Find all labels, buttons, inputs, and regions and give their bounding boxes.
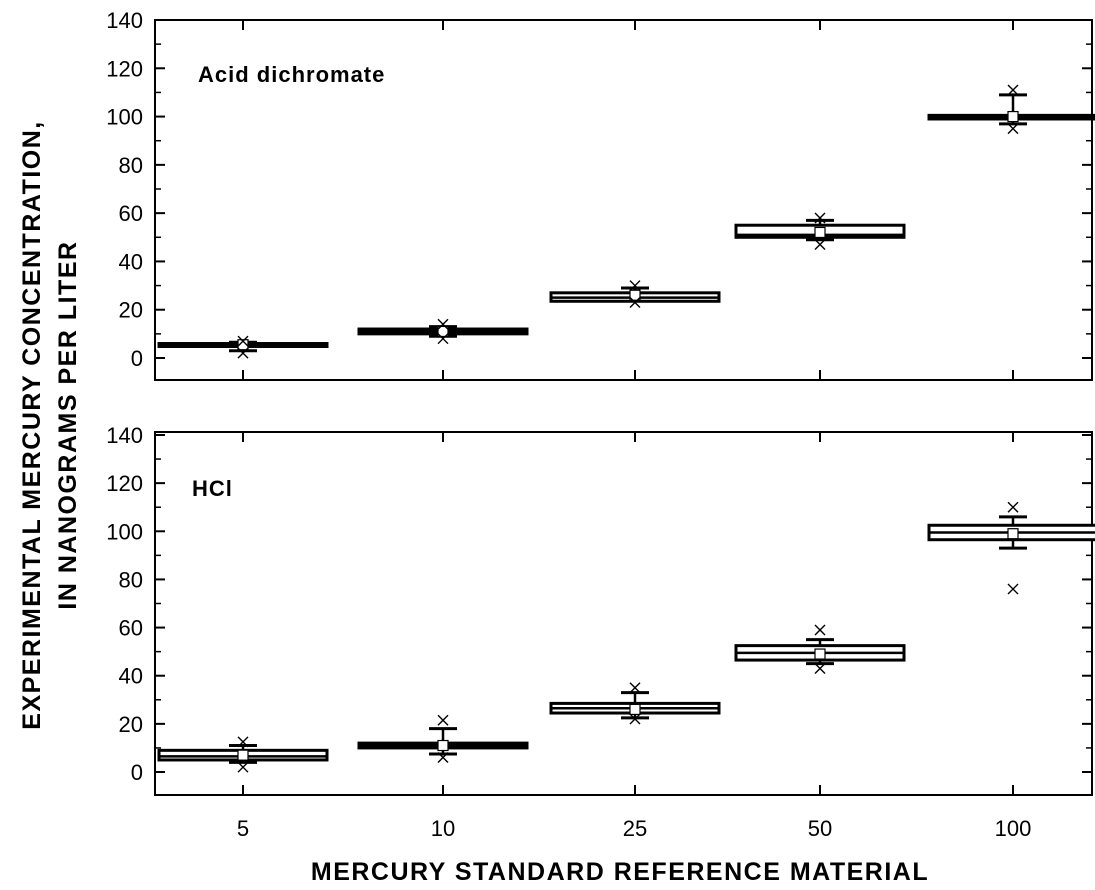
outlier-stroke	[814, 239, 826, 251]
outlier-marker	[629, 682, 641, 694]
x-tick-label: 10	[431, 816, 455, 841]
mean-marker	[237, 749, 249, 761]
mean-marker	[814, 226, 826, 239]
y-tick-label: 0	[131, 760, 143, 785]
y-axis-label-line-2: IN NANOGRAMS PER LITER	[54, 240, 82, 609]
outlier-stroke	[237, 736, 249, 748]
mean-marker	[1007, 528, 1019, 540]
plot-frame	[154, 19, 1093, 381]
outlier-marker	[629, 296, 641, 308]
box-25	[549, 682, 721, 725]
outlier-stroke	[629, 280, 641, 292]
outlier-stroke	[237, 347, 249, 359]
panel-acid-dichromate: 0 20 40 60 80 100 120 140 Acid dichromate	[106, 8, 1095, 381]
box-50	[734, 624, 906, 674]
y-tick-label: 100	[106, 105, 143, 130]
x-tick-label: 100	[995, 816, 1032, 841]
x-tick-label: 5	[237, 816, 249, 841]
mean-marker	[437, 325, 449, 338]
y-tick-label: 120	[106, 471, 143, 496]
outlier-stroke	[437, 752, 449, 764]
box-5	[157, 736, 329, 773]
outlier-marker	[1007, 123, 1019, 135]
y-tick-label: 80	[119, 567, 143, 592]
y-tick-label: 120	[106, 56, 143, 81]
y-tick-label: 20	[119, 298, 143, 323]
x-tick-label: 50	[808, 816, 832, 841]
outlier-marker	[814, 239, 826, 251]
outlier-stroke	[437, 714, 449, 726]
y-tick-label: 20	[119, 712, 143, 737]
outlier-marker	[1007, 84, 1019, 96]
outlier-marker	[814, 624, 826, 636]
outlier-marker	[814, 662, 826, 674]
y-tick-label: 140	[106, 8, 143, 33]
outlier-marker	[237, 736, 249, 748]
y-tick-label: 0	[131, 346, 143, 371]
outlier-marker	[437, 752, 449, 764]
outlier-marker	[1007, 501, 1019, 513]
outlier-stroke	[237, 335, 249, 347]
outlier-stroke	[814, 212, 826, 224]
box-5	[157, 335, 329, 359]
y-tick-label: 60	[119, 201, 143, 226]
outlier-marker	[1007, 583, 1019, 595]
outlier-stroke	[437, 333, 449, 345]
box-100	[927, 84, 1095, 135]
mean-marker	[814, 648, 826, 660]
outlier-stroke	[1007, 583, 1019, 595]
mean-marker	[629, 289, 641, 301]
mean-marker	[1007, 110, 1019, 123]
outlier-stroke	[1007, 501, 1019, 513]
outlier-stroke	[237, 761, 249, 773]
outlier-stroke	[629, 296, 641, 308]
outlier-stroke	[629, 682, 641, 694]
x-axis-label: MERCURY STANDARD REFERENCE MATERIAL	[311, 858, 929, 886]
mean-marker	[629, 703, 641, 716]
outlier-marker	[629, 713, 641, 725]
plot-frame	[154, 431, 1093, 796]
outlier-marker	[437, 318, 449, 330]
outlier-marker	[237, 335, 249, 347]
box-10	[357, 318, 529, 345]
x-axis: 5 10 25 50 100	[237, 816, 1031, 841]
x-tick-label: 25	[623, 816, 647, 841]
box-25	[549, 280, 721, 308]
mean-marker	[437, 739, 449, 752]
outlier-stroke	[437, 318, 449, 330]
y-tick-label: 100	[106, 519, 143, 544]
y-tick-label: 140	[106, 423, 143, 448]
outlier-marker	[437, 714, 449, 726]
outlier-stroke	[814, 624, 826, 636]
panel-title: Acid dichromate	[198, 62, 385, 87]
box-10	[357, 714, 529, 764]
outlier-stroke	[814, 662, 826, 674]
y-tick-label: 40	[119, 249, 143, 274]
outlier-stroke	[629, 713, 641, 725]
box-50	[734, 212, 906, 251]
y-axis-label-line-1: EXPERIMENTAL MERCURY CONCENTRATION,	[18, 120, 46, 729]
outlier-marker	[629, 280, 641, 292]
mean-marker	[237, 339, 249, 351]
y-tick-label: 80	[119, 153, 143, 178]
outlier-marker	[237, 761, 249, 773]
y-tick-label: 60	[119, 616, 143, 641]
outlier-stroke	[1007, 84, 1019, 96]
outlier-marker	[814, 212, 826, 224]
box-100	[927, 501, 1095, 595]
panel-hcl: 0 20 40 60 80 100 120 140 HCl	[106, 423, 1095, 796]
outlier-marker	[437, 333, 449, 345]
y-tick-label: 40	[119, 664, 143, 689]
panel-title: HCl	[192, 476, 233, 501]
outlier-marker	[237, 347, 249, 359]
outlier-stroke	[1007, 123, 1019, 135]
